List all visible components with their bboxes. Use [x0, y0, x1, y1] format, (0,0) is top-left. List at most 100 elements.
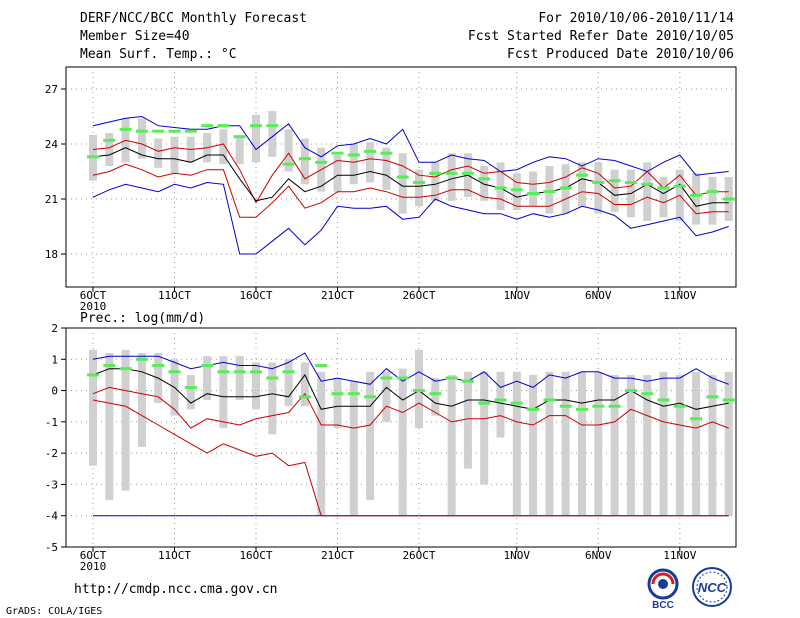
ensemble-box: [480, 166, 489, 201]
median-mark: [722, 197, 735, 201]
ensemble-box: [512, 371, 521, 516]
lower-spread-line: [92, 163, 729, 218]
ensemble-box: [203, 356, 212, 400]
median-mark: [250, 124, 262, 128]
median-mark: [559, 404, 572, 408]
y-tick-label: 1: [51, 353, 58, 366]
x-year-label: 2010: [80, 300, 107, 313]
ensemble-box: [545, 371, 554, 516]
ensemble-box: [659, 177, 668, 218]
median-mark: [445, 376, 458, 380]
upper-spread-line: [92, 139, 729, 204]
ensemble-box: [333, 155, 342, 192]
bcc-logo-text: BCC: [652, 600, 674, 610]
max-line: [92, 115, 729, 176]
variable-label: Mean Surf. Temp.: °C: [80, 47, 237, 62]
median-mark: [608, 404, 621, 408]
median-mark: [87, 155, 99, 159]
x-tick-label: 6NOV: [585, 549, 612, 562]
y-tick-label: -5: [45, 541, 58, 554]
ensemble-box: [692, 371, 701, 516]
median-mark: [494, 398, 507, 402]
x-tick-label: 6OCT: [80, 289, 107, 302]
ensemble-box: [300, 138, 309, 185]
x-tick-label: 11NOV: [663, 549, 696, 562]
ncc-logo: NCC: [692, 567, 732, 607]
ensemble-box: [610, 169, 619, 212]
median-mark: [152, 364, 165, 368]
median-mark: [461, 379, 474, 383]
ensemble-box: [431, 378, 440, 416]
ensemble-box: [235, 136, 244, 165]
x-tick-label: 11OCT: [158, 549, 191, 562]
y-tick-label: 2: [51, 322, 58, 335]
median-mark: [282, 162, 295, 166]
ensemble-box: [235, 356, 244, 400]
median-mark: [673, 404, 686, 408]
x-tick-label: 26OCT: [402, 549, 435, 562]
grads-credit: GrADS: COLA/IGES: [6, 606, 103, 617]
ensemble-box: [300, 362, 309, 407]
median-mark: [233, 135, 246, 139]
median-mark: [152, 129, 165, 133]
ensemble-box: [659, 371, 668, 516]
median-mark: [135, 357, 148, 361]
ensemble-box: [349, 381, 358, 516]
ensemble-box: [284, 359, 293, 407]
median-mark: [478, 401, 491, 405]
median-mark: [380, 376, 393, 380]
ensemble-box: [496, 371, 505, 438]
precip-title: Prec.: log(mm/d): [80, 311, 205, 326]
median-mark: [478, 177, 491, 181]
ensemble-box: [675, 374, 684, 516]
median-mark: [706, 395, 719, 399]
median-mark: [690, 417, 703, 421]
x-tick-label: 6NOV: [585, 289, 612, 302]
ensemble-box: [692, 173, 701, 225]
ensemble-box: [219, 356, 228, 429]
median-mark: [543, 190, 556, 194]
ensemble-box: [415, 349, 423, 429]
median-mark: [87, 373, 99, 377]
ensemble-box: [626, 374, 635, 516]
median-mark: [364, 149, 377, 153]
median-mark: [347, 392, 360, 396]
median-mark: [396, 376, 409, 380]
y-tick-label: 18: [45, 248, 58, 261]
fcst-started-label: Fcst Started Refer Date 2010/10/05: [467, 29, 734, 44]
ensemble-box: [154, 138, 163, 168]
y-tick-label: 0: [51, 385, 58, 398]
median-mark: [461, 171, 474, 175]
median-mark: [527, 192, 540, 195]
ensemble-box: [447, 374, 456, 516]
median-mark: [657, 186, 670, 190]
ensemble-box: [382, 371, 391, 422]
ensemble-box: [480, 371, 489, 485]
median-mark: [103, 138, 116, 142]
ensemble-box: [463, 371, 472, 469]
ensemble-box: [219, 129, 228, 165]
median-mark: [201, 364, 214, 368]
median-mark: [722, 398, 735, 402]
ensemble-box: [415, 169, 423, 207]
ensemble-mean-line: [92, 147, 729, 207]
plot-frame: [65, 327, 737, 548]
x-tick-label: 11OCT: [158, 289, 191, 302]
median-mark: [543, 398, 556, 402]
y-tick-label: -2: [45, 447, 58, 460]
min-line: [92, 399, 729, 517]
y-tick-label: 24: [45, 138, 59, 151]
ensemble-box: [643, 374, 652, 516]
x-tick-label: 21OCT: [321, 549, 354, 562]
ensemble-box: [529, 374, 538, 516]
member-size-label: Member Size=40: [80, 29, 190, 44]
ensemble-box: [89, 349, 97, 466]
ensemble-box: [431, 162, 440, 201]
median-mark: [527, 407, 540, 411]
ensemble-box: [545, 166, 554, 214]
median-mark: [347, 153, 360, 157]
ensemble-box: [252, 114, 260, 163]
median-mark: [576, 407, 588, 411]
source-url[interactable]: http://cmdp.ncc.cma.gov.cn: [74, 582, 278, 597]
